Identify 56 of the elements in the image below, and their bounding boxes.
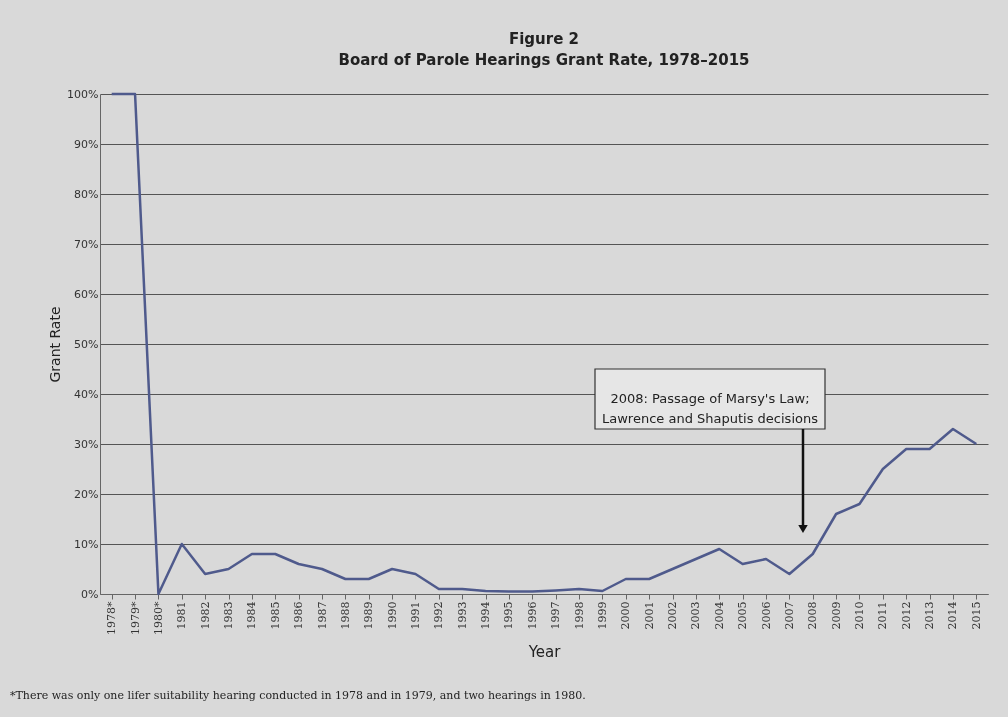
- line-series: [110, 92, 978, 596]
- x-tick-label: 2011: [876, 601, 890, 630]
- x-tick-label: 2013: [923, 601, 937, 630]
- x-tick-label: 2002: [666, 601, 680, 630]
- x-tick-label: 2009: [829, 601, 843, 630]
- x-tick-label: 1997: [549, 601, 563, 630]
- x-tick-label: 2010: [852, 601, 866, 630]
- x-tick-label: 2006: [759, 601, 773, 630]
- y-tick-label: 30%: [74, 437, 99, 451]
- x-tick-label: 1989: [362, 601, 376, 630]
- x-tick-label: 2000: [619, 601, 633, 630]
- x-tick-label: 2014: [946, 601, 960, 630]
- x-tick-label: 1990: [385, 601, 399, 630]
- x-tick-label: 1978*: [105, 601, 119, 635]
- annotation: 2008: Passage of Marsy's Law; Lawrence and Shaputis decisions: [602, 391, 819, 426]
- x-tick-label: 1982: [198, 601, 212, 630]
- chart-subtitle: Board of Parole Hearings Grant Rate, 1978–2015: [338, 51, 750, 69]
- x-tick-label: 2015: [969, 601, 983, 630]
- y-tick-label: 70%: [74, 237, 99, 251]
- x-tick-label: 1996: [525, 601, 539, 630]
- x-tick-label: 1983: [222, 601, 236, 630]
- x-tick-label: 1981: [175, 601, 189, 630]
- y-tick-label: 100%: [67, 87, 99, 101]
- y-tick-label: 90%: [74, 137, 99, 151]
- x-tick-label: 1986: [292, 601, 306, 630]
- x-tick-label: 2007: [782, 601, 796, 630]
- x-tick-label: 1993: [455, 601, 469, 630]
- y-tick-label: 20%: [74, 487, 99, 501]
- x-tick-label: 2003: [689, 601, 703, 630]
- x-tick-label: 1992: [432, 601, 446, 630]
- x-tick-label: 1984: [245, 601, 259, 630]
- x-tick-label: 1985: [268, 601, 282, 630]
- x-tick-label: 1994: [479, 601, 493, 630]
- x-tick-label: 2008: [806, 601, 820, 630]
- x-axis-title: Year: [527, 642, 562, 661]
- x-tick-label: 2005: [736, 601, 750, 630]
- y-axis-title: Grant Rate: [47, 306, 64, 383]
- x-tick-label: 1980*: [151, 601, 165, 635]
- x-tick-label: 1987: [315, 601, 329, 630]
- text: *There was only one lifer suitability hearing conducted in 1978 and in 1979, and two hearings in 1980.: [10, 689, 586, 702]
- y-tick-label: 40%: [74, 387, 99, 401]
- x-tick-label: 1988: [338, 601, 352, 630]
- x-tick-label: 1998: [572, 601, 586, 630]
- x-tick-label: 1995: [502, 601, 516, 630]
- x-tick-label: 2001: [642, 601, 656, 630]
- y-tick-label: 60%: [74, 287, 99, 301]
- y-tick-label: 0%: [81, 587, 99, 601]
- x-tick-label: 1991: [408, 601, 422, 630]
- x-tick-label: 2004: [712, 601, 726, 630]
- y-tick-label: 10%: [74, 537, 99, 551]
- chart-title: Figure 2: [508, 30, 580, 48]
- y-tick-label: 80%: [74, 187, 99, 201]
- x-tick-label: 1999: [595, 601, 609, 630]
- y-tick-label: 50%: [74, 337, 99, 351]
- x-tick-label: 1979*: [128, 601, 142, 635]
- x-tick-label: 2012: [899, 601, 913, 630]
